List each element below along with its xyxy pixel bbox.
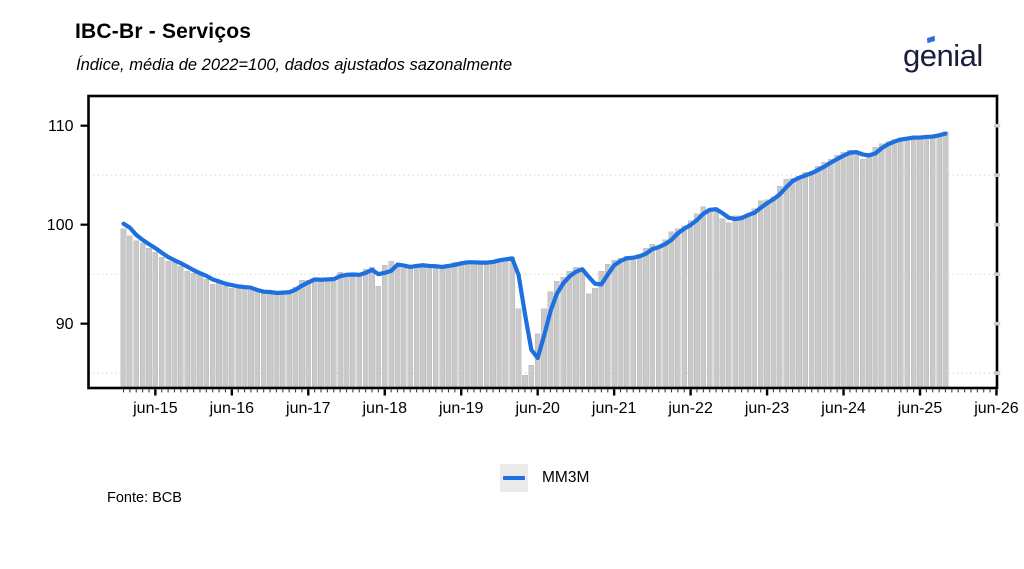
legend-key-swatch bbox=[500, 464, 528, 492]
svg-text:jun-25: jun-25 bbox=[897, 400, 943, 417]
legend-label-mm3m: MM3M bbox=[542, 469, 590, 486]
svg-text:jun-19: jun-19 bbox=[438, 400, 484, 417]
svg-text:jun-20: jun-20 bbox=[514, 400, 560, 417]
svg-text:100: 100 bbox=[47, 217, 74, 234]
genial-logo-text: genial bbox=[903, 38, 983, 73]
chart-canvas: 90 100 110 jun-15 jun-16 jun-17 jun-18 jun-19 ju… bbox=[47, 94, 1019, 417]
svg-text:jun-23: jun-23 bbox=[744, 400, 790, 417]
legend-line-sample bbox=[503, 476, 525, 480]
svg-text:jun-24: jun-24 bbox=[820, 400, 866, 417]
chart-legend: MM3M bbox=[500, 464, 589, 492]
source-caption: Fonte: BCB bbox=[107, 490, 182, 506]
genial-logo: genial bbox=[903, 35, 983, 73]
svg-text:110: 110 bbox=[48, 118, 74, 135]
svg-text:jun-16: jun-16 bbox=[209, 400, 255, 417]
chart-title: IBC-Br - Serviços bbox=[75, 20, 252, 43]
svg-text:jun-15: jun-15 bbox=[132, 400, 178, 417]
svg-text:jun-22: jun-22 bbox=[667, 400, 713, 417]
svg-text:90: 90 bbox=[56, 316, 74, 333]
chart-subtitle: Índice, média de 2022=100, dados ajustad… bbox=[76, 56, 513, 74]
svg-text:jun-17: jun-17 bbox=[285, 400, 331, 417]
svg-text:jun-26: jun-26 bbox=[973, 400, 1019, 417]
svg-text:jun-18: jun-18 bbox=[362, 400, 408, 417]
svg-text:jun-21: jun-21 bbox=[591, 400, 637, 417]
